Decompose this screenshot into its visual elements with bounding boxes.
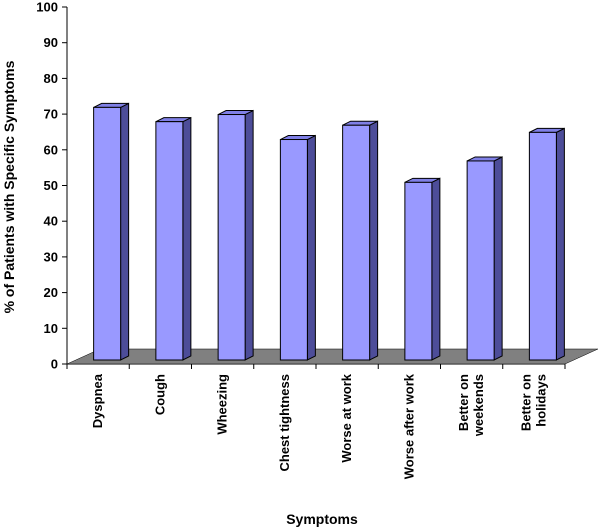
bar (93, 102, 130, 361)
bar-side (369, 120, 379, 361)
bar-side (120, 102, 130, 361)
y-tick-label: 0 (51, 357, 58, 372)
bar-front (466, 160, 495, 361)
x-category-label-line: Chest tightness (277, 374, 292, 472)
y-tick-label: 20 (44, 285, 58, 300)
bar-front (404, 181, 433, 361)
x-category-label: Better onholidays (518, 374, 548, 431)
bar (155, 116, 192, 361)
x-category-label: Chest tightness (277, 374, 292, 472)
x-category-label-line: Wheezing (215, 374, 230, 435)
x-category-label: Wheezing (215, 374, 230, 435)
y-tick-label: 10 (44, 321, 58, 336)
bar-side (431, 177, 441, 361)
y-tick-label: 90 (44, 35, 58, 50)
y-tick-label: 40 (44, 214, 58, 229)
x-category-label-line: Dyspnea (90, 373, 105, 428)
x-category-label-line: Better on (518, 374, 533, 431)
y-tick-label: 80 (44, 71, 58, 86)
y-tick-label: 70 (44, 107, 58, 122)
bar-front (279, 139, 308, 361)
bar-front (217, 114, 246, 361)
x-category-label-line: weekends (471, 374, 486, 437)
bar (528, 127, 565, 361)
x-category-label-line: Cough (152, 374, 167, 415)
x-category-label-line: Better on (456, 374, 471, 431)
bar-front (528, 131, 557, 361)
y-tick-labels: 0 10 20 30 40 50 60 70 80 90 100 (36, 0, 58, 372)
bar (279, 134, 316, 361)
x-category-label-line: Worse at work (339, 373, 354, 462)
x-axis-title: Symptoms (286, 511, 358, 527)
x-category-label-line: holidays (533, 374, 548, 427)
chart-floor-layer (66, 348, 599, 365)
bar-side (555, 127, 565, 361)
bar-front (93, 106, 122, 361)
y-tick-label: 50 (44, 178, 58, 193)
x-category-label: Dyspnea (90, 373, 105, 428)
bar (404, 177, 441, 361)
x-category-label: Better onweekends (456, 374, 486, 437)
bar-front (155, 121, 184, 361)
bar-front (342, 124, 371, 361)
bar-side (182, 116, 192, 361)
y-tick-label: 30 (44, 249, 58, 264)
x-category-label: Cough (152, 374, 167, 415)
y-tick-label: 60 (44, 142, 58, 157)
x-category-labels: Dyspnea Cough Wheezing Chest tightness Worse… (90, 373, 548, 479)
bar-side (493, 156, 503, 361)
bar (217, 109, 254, 361)
x-category-label-line: Worse after work (401, 373, 416, 479)
x-category-label: Worse after work (401, 373, 416, 479)
y-axis-title: % of Patients with Specific Symptoms (1, 60, 17, 313)
bar (466, 156, 503, 361)
bars (93, 102, 565, 361)
x-category-label: Worse at work (339, 373, 354, 462)
bar-side (306, 134, 316, 361)
chart-floor (66, 348, 599, 365)
bar (342, 120, 379, 361)
bar-side (244, 109, 254, 361)
y-tick-label: 100 (36, 0, 58, 15)
